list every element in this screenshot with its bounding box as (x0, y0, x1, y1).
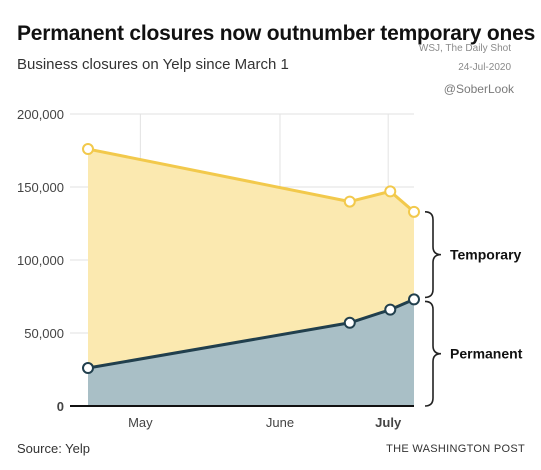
temporary-label: Temporary (450, 247, 522, 263)
watermark-date: 24-Jul-2020 (458, 62, 511, 73)
permanent-point (82, 362, 94, 375)
permanent-brace (424, 300, 442, 407)
permanent-point (384, 303, 397, 316)
y-tick-label: 50,000 (24, 326, 64, 341)
watermark-source: WSJ, The Daily Shot (418, 43, 511, 54)
publisher-credit: THE WASHINGTON POST (386, 443, 525, 455)
data-points (82, 143, 420, 375)
chart-subtitle: Business closures on Yelp since March 1 (17, 56, 289, 73)
permanent-label: Permanent (450, 346, 523, 362)
source-note: Source: Yelp (17, 441, 91, 456)
permanent-line (87, 298, 415, 370)
y-tick-label: 0 (57, 399, 64, 414)
temporary-line (87, 147, 415, 213)
y-tick-label: 150,000 (17, 180, 64, 195)
areas (87, 147, 415, 407)
permanent-point (408, 293, 420, 306)
labels: 0 50,000 100,000 150,000 200,000 May June July T… (17, 107, 523, 430)
permanent-point (343, 316, 356, 329)
x-tick-label: May (128, 415, 153, 430)
temporary-point (408, 205, 420, 218)
temporary-point (384, 185, 397, 198)
temporary-point (82, 143, 94, 156)
temporary-point (343, 195, 356, 208)
y-tick-label: 100,000 (17, 253, 64, 268)
watermark-handle: @SoberLook (443, 82, 514, 96)
x-tick-label: July (375, 415, 402, 430)
temporary-brace (424, 211, 442, 299)
x-tick-label: June (266, 415, 294, 430)
y-tick-label: 200,000 (17, 107, 64, 122)
chart-title: Permanent closures now outnumber tempora… (17, 22, 536, 45)
